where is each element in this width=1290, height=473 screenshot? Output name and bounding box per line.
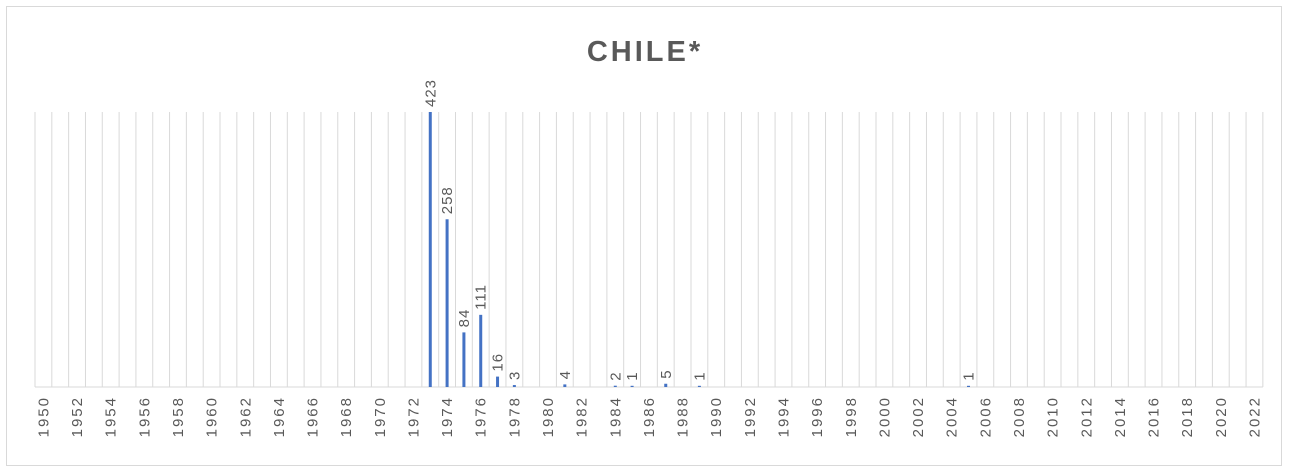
x-tick-labels: 1950 1952 1954 1956 1958 1960 1962 1964 1966 1968… xyxy=(35,396,1263,437)
bar-1975 xyxy=(462,332,466,387)
x-tick-1992: 1992 xyxy=(742,396,759,437)
x-tick-1998: 1998 xyxy=(843,396,860,437)
x-tick-1950: 1950 xyxy=(35,396,52,437)
x-tick-1996: 1996 xyxy=(809,396,826,437)
chart-frame xyxy=(6,6,1282,466)
x-tick-1986: 1986 xyxy=(641,396,658,437)
x-tick-2008: 2008 xyxy=(1011,396,1028,437)
x-tick-1970: 1970 xyxy=(372,396,389,437)
x-tick-2016: 2016 xyxy=(1146,396,1163,437)
x-tick-1952: 1952 xyxy=(69,396,86,437)
data-label-1987: 5 xyxy=(658,369,675,378)
x-tick-1956: 1956 xyxy=(136,396,153,437)
x-tick-2006: 2006 xyxy=(977,396,994,437)
bar-1974 xyxy=(445,219,449,387)
data-label-1984: 2 xyxy=(607,371,624,380)
x-tick-1972: 1972 xyxy=(405,396,422,437)
x-tick-1962: 1962 xyxy=(237,396,254,437)
bar-1984 xyxy=(613,385,617,387)
bars xyxy=(428,112,971,387)
x-tick-2022: 2022 xyxy=(1246,396,1263,437)
bar-2005 xyxy=(967,385,971,387)
x-tick-1958: 1958 xyxy=(170,396,187,437)
data-label-1977: 16 xyxy=(490,353,507,372)
bar-1978 xyxy=(512,385,516,387)
x-tick-1994: 1994 xyxy=(775,396,792,437)
bar-1973 xyxy=(428,112,432,387)
data-label-1976: 111 xyxy=(473,284,490,310)
data-label-1973: 423 xyxy=(422,79,439,107)
x-tick-1988: 1988 xyxy=(675,396,692,437)
x-tick-1984: 1984 xyxy=(607,396,624,437)
x-tick-1974: 1974 xyxy=(439,396,456,437)
gridlines xyxy=(34,112,1264,387)
x-tick-1964: 1964 xyxy=(271,396,288,437)
data-label-1989: 1 xyxy=(691,371,708,380)
chart-title: CHILE* xyxy=(586,36,704,68)
x-tick-2000: 2000 xyxy=(876,396,893,437)
x-tick-2010: 2010 xyxy=(1045,396,1062,437)
data-label-1985: 1 xyxy=(624,371,641,380)
x-tick-1968: 1968 xyxy=(338,396,355,437)
data-label-2005: 1 xyxy=(961,371,978,380)
x-tick-1978: 1978 xyxy=(506,396,523,437)
x-tick-1954: 1954 xyxy=(103,396,120,437)
data-label-1978: 3 xyxy=(506,371,523,380)
x-tick-1980: 1980 xyxy=(540,396,557,437)
x-tick-2020: 2020 xyxy=(1213,396,1230,437)
bar-1985 xyxy=(630,385,634,387)
bar-1987 xyxy=(664,383,668,387)
x-tick-1966: 1966 xyxy=(305,396,322,437)
data-label-1975: 84 xyxy=(456,309,473,328)
x-tick-1960: 1960 xyxy=(204,396,221,437)
x-tick-1982: 1982 xyxy=(574,396,591,437)
x-tick-2012: 2012 xyxy=(1078,396,1095,437)
data-label-1974: 258 xyxy=(439,186,456,214)
bar-1981 xyxy=(563,384,567,387)
bar-1989 xyxy=(697,385,701,387)
data-label-1981: 4 xyxy=(557,370,574,379)
x-tick-2002: 2002 xyxy=(910,396,927,437)
x-tick-2014: 2014 xyxy=(1112,396,1129,437)
x-tick-1976: 1976 xyxy=(473,396,490,437)
x-tick-2004: 2004 xyxy=(944,396,961,437)
bar-1977 xyxy=(496,376,500,387)
bar-1976 xyxy=(479,314,483,387)
x-tick-2018: 2018 xyxy=(1179,396,1196,437)
x-tick-1990: 1990 xyxy=(708,396,725,437)
